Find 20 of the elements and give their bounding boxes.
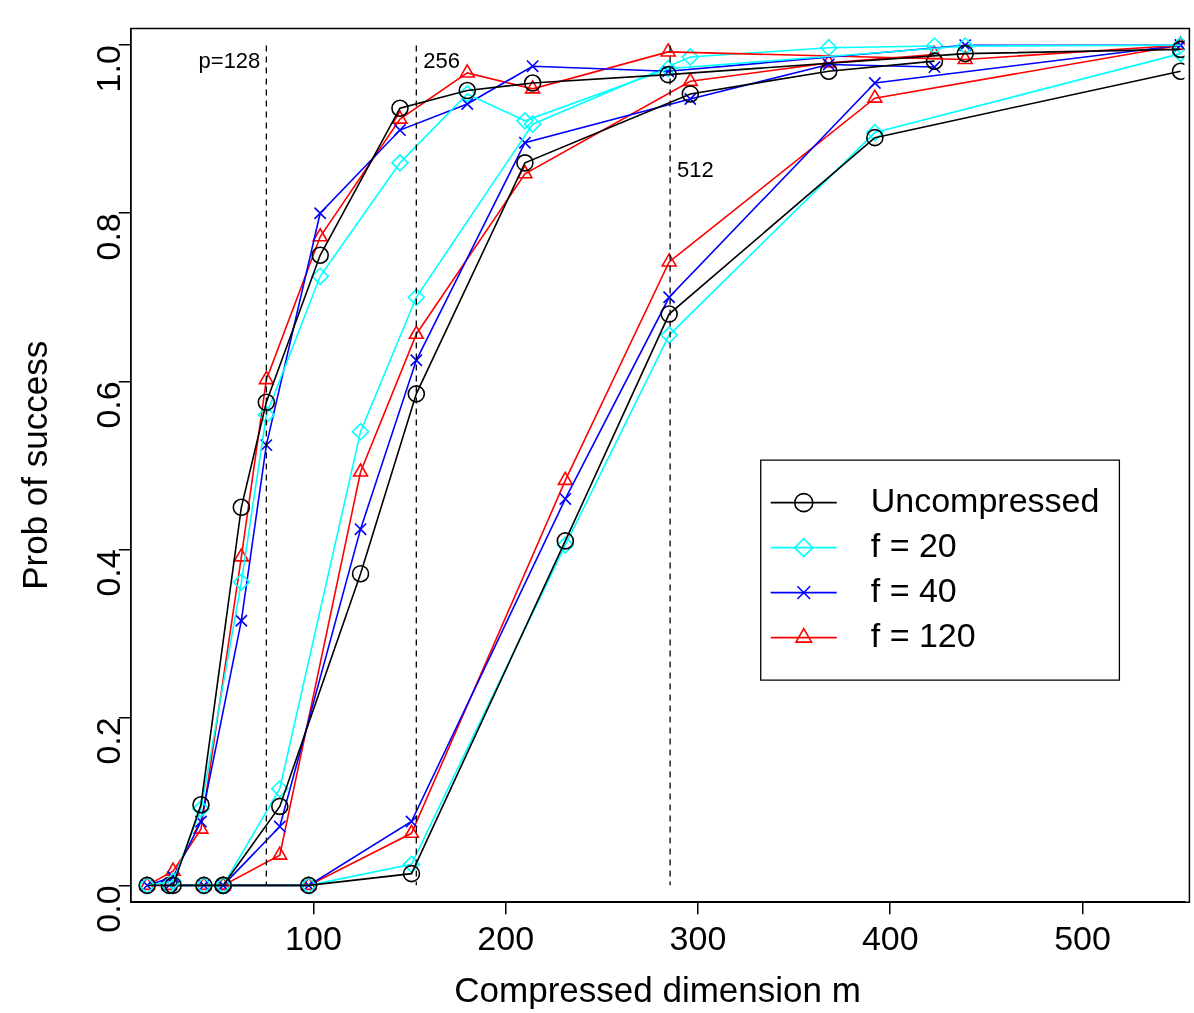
annotation: 256 xyxy=(423,48,461,74)
y-tick-label: 0.0 xyxy=(89,885,128,933)
legend-label: f = 120 xyxy=(870,616,976,655)
x-tick-label: 500 xyxy=(1054,918,1111,957)
y-tick-label: 0.8 xyxy=(89,213,128,261)
annotation: 512 xyxy=(677,157,714,183)
legend-label: Uncompressed xyxy=(870,481,1100,520)
legend-label: f = 40 xyxy=(870,571,957,610)
x-tick-label: 100 xyxy=(285,918,342,957)
y-axis-title: Prob of success xyxy=(14,340,54,590)
x-tick-label: 300 xyxy=(669,918,727,957)
x-tick-label: 400 xyxy=(861,918,919,957)
x-tick-label: 200 xyxy=(477,918,535,957)
y-tick-label: 0.4 xyxy=(89,549,128,597)
y-tick-label: 0.6 xyxy=(89,381,128,429)
y-tick-label: 1.0 xyxy=(89,45,128,93)
x-axis-title: Compressed dimension m xyxy=(454,969,861,1009)
y-tick-label: 0.2 xyxy=(89,717,128,765)
legend-label: f = 20 xyxy=(870,526,957,565)
annotation: p=128 xyxy=(198,48,261,74)
